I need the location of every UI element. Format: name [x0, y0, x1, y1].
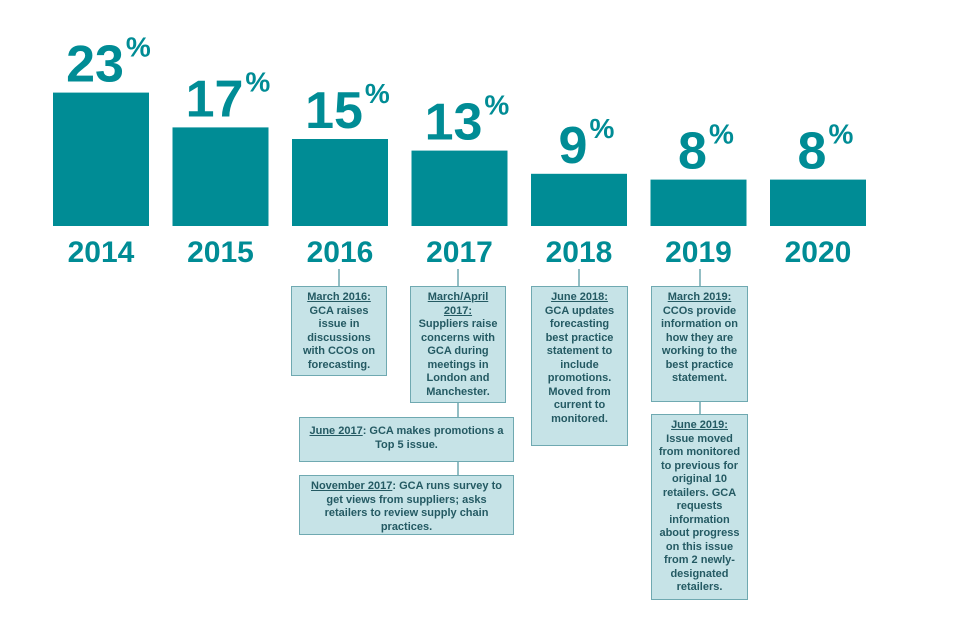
- note-date: March 2016:: [307, 291, 371, 303]
- year-labels-group: 2014 2015 2016 2017 2018 2019 2020: [68, 236, 852, 269]
- year-label-2019: 2019: [665, 236, 732, 269]
- note-date: June 2017: [309, 425, 363, 437]
- bar-2020: [770, 179, 866, 226]
- note-june-2018: June 2018: GCA updates forecasting best …: [531, 286, 628, 446]
- bar-2017: [411, 150, 508, 226]
- value-label-2015: 17: [186, 70, 244, 128]
- note-text: : GCA runs survey to get views from supp…: [324, 480, 502, 533]
- year-label-2017: 2017: [426, 236, 493, 269]
- value-label-2020: 8: [798, 123, 827, 181]
- note-march-2016: March 2016: GCA raises issue in discussi…: [291, 286, 387, 376]
- bar-2016: [292, 139, 388, 226]
- note-text: GCA raises issue in discussions with CCO…: [302, 304, 376, 371]
- year-label-2018: 2018: [546, 236, 613, 269]
- note-text: CCOs provide information on how they are…: [661, 304, 738, 385]
- note-date: June 2019:: [671, 419, 728, 431]
- value-label-2019: 8: [678, 123, 707, 181]
- year-label-2015: 2015: [187, 236, 254, 269]
- value-suffix: %: [365, 78, 390, 109]
- year-label-2016: 2016: [307, 236, 374, 269]
- note-date: November 2017: [311, 480, 393, 492]
- value-suffix: %: [589, 113, 614, 144]
- note-text: Issue moved from monitored to previous f…: [658, 432, 741, 594]
- value-suffix: %: [245, 66, 270, 97]
- value-suffix: %: [828, 119, 853, 150]
- note-june-2019: June 2019: Issue moved from monitored to…: [651, 414, 748, 600]
- note-march-april-2017: March/April 2017: Suppliers raise concer…: [410, 286, 506, 403]
- bar-2018: [531, 173, 627, 226]
- note-november-2017: November 2017: GCA runs survey to get vi…: [299, 475, 514, 535]
- bar-2015: [172, 127, 269, 226]
- note-date: March 2019:: [667, 291, 732, 303]
- bar-2014: [53, 92, 149, 226]
- value-label-2017: 13: [425, 94, 483, 152]
- year-label-2014: 2014: [68, 236, 135, 269]
- value-suffix: %: [709, 119, 734, 150]
- note-date: June 2018:: [551, 291, 608, 303]
- bar-2019: [650, 179, 747, 226]
- connector-lines: [338, 269, 701, 475]
- note-text: GCA updates forecasting best practice st…: [544, 304, 615, 425]
- note-june-2017: June 2017: GCA makes promotions a Top 5 …: [299, 417, 514, 462]
- note-text: : GCA makes promotions a Top 5 issue.: [362, 425, 504, 451]
- value-suffix: %: [126, 32, 151, 63]
- year-label-2020: 2020: [785, 236, 852, 269]
- note-text: Suppliers raise concerns with GCA during…: [418, 318, 498, 398]
- value-label-2018: 9: [559, 117, 588, 175]
- value-suffix: %: [484, 90, 509, 121]
- value-labels-group: 23 %17 %15 %13 %9% 8% 8%: [66, 32, 853, 181]
- note-march-2019: March 2019: CCOs provide information on …: [651, 286, 748, 402]
- note-date: March/April 2017:: [427, 291, 489, 317]
- value-label-2016: 15: [305, 82, 363, 140]
- value-label-2014: 23: [66, 36, 124, 94]
- bars-group: [53, 92, 866, 226]
